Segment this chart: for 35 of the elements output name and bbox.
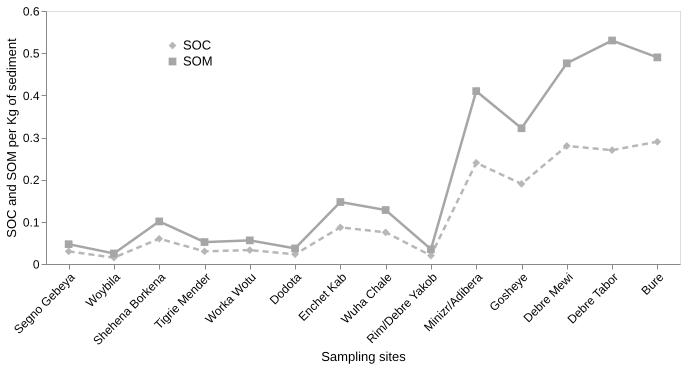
point (608, 146, 616, 154)
point (155, 234, 164, 243)
y-axis-title: SOC and SOM per Kg of sediment (4, 38, 19, 238)
y-tick-label: 0.5 (22, 46, 40, 61)
y-tick-label: 0 (32, 258, 40, 272)
point (64, 247, 73, 256)
y-tick-label: 0.1 (22, 215, 40, 230)
point (427, 245, 435, 254)
point (518, 180, 526, 188)
point (200, 247, 208, 256)
point (382, 206, 390, 214)
point (608, 36, 616, 44)
point (653, 54, 662, 62)
y-tick-label: 0.3 (22, 131, 40, 145)
point (472, 158, 480, 167)
point (110, 250, 118, 258)
legend-label: SOC (183, 38, 212, 52)
y-tick-label: 0.6 (22, 4, 40, 18)
point (155, 218, 164, 226)
point (518, 124, 526, 132)
point (291, 244, 299, 252)
point (562, 142, 571, 150)
point (336, 198, 344, 206)
point (64, 240, 73, 248)
point (562, 59, 571, 68)
y-tick-label: 0.2 (22, 173, 40, 188)
legend-label: SOM (183, 54, 213, 68)
point (200, 238, 208, 246)
point (653, 138, 662, 146)
x-axis-title: Sampling sites (321, 349, 406, 364)
point (246, 236, 254, 244)
y-tick-label: 0.4 (22, 88, 40, 103)
point (382, 228, 390, 236)
point (336, 223, 344, 232)
point (472, 87, 480, 95)
